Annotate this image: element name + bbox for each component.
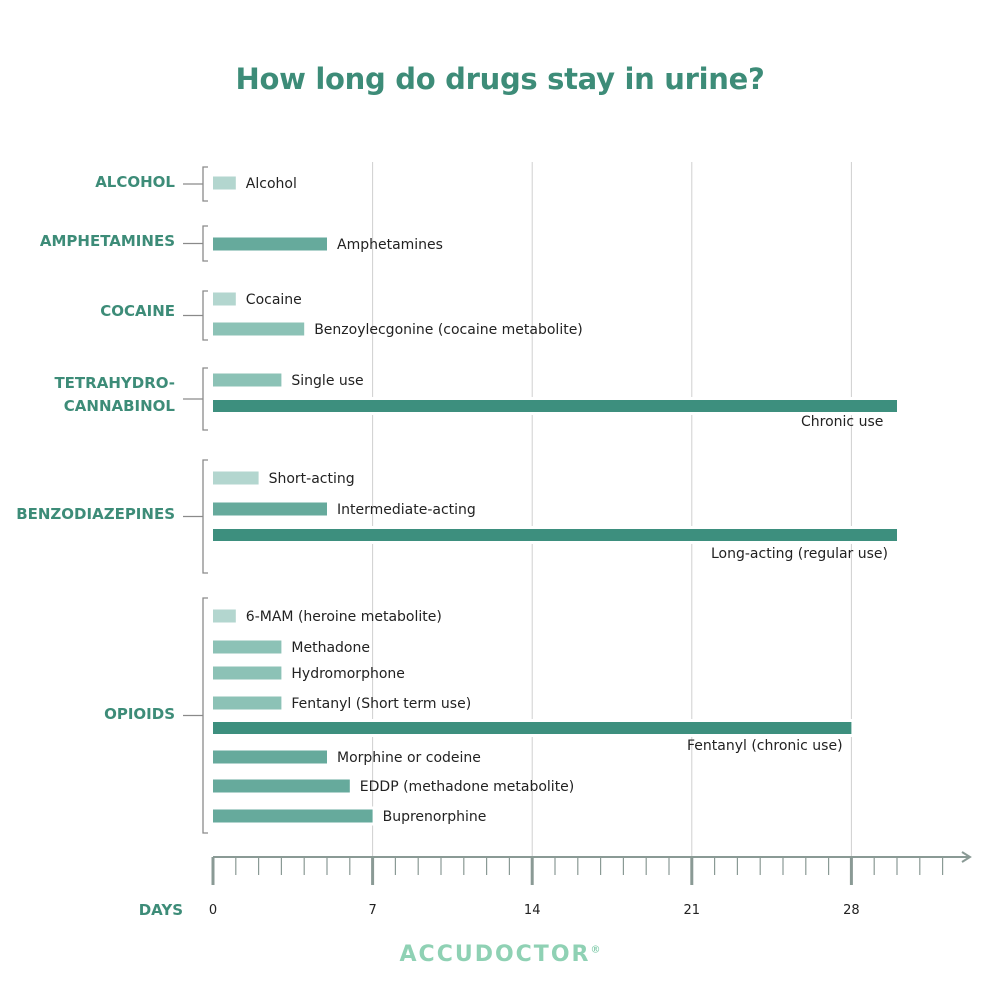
bar — [213, 666, 282, 680]
bar — [213, 750, 327, 764]
x-tick-label: 0 — [209, 903, 217, 918]
bar — [213, 292, 236, 306]
bar-label: Single use — [291, 373, 363, 389]
bar-label: 6-MAM (heroine metabolite) — [246, 609, 442, 625]
x-axis-title: DAYS — [139, 901, 183, 919]
bar — [213, 176, 236, 190]
bar — [213, 237, 327, 251]
bar — [213, 400, 897, 412]
brand-name: ACCUDOCTOR — [399, 942, 591, 967]
bar — [213, 471, 259, 485]
bar-label: Fentanyl (Short term use) — [291, 696, 471, 712]
group-label: ALCOHOL — [95, 173, 175, 191]
bar — [213, 722, 852, 734]
bar-label: Alcohol — [246, 176, 297, 192]
bar — [213, 502, 327, 516]
bar — [213, 373, 282, 387]
bar — [213, 809, 373, 823]
x-axis-arrow-icon — [961, 851, 972, 863]
bar-label: Hydromorphone — [291, 666, 404, 682]
registered-mark: ® — [590, 944, 601, 956]
group-bracket — [202, 166, 208, 202]
bar — [213, 779, 350, 793]
bar-label: Amphetamines — [337, 237, 443, 253]
bar-label: Methadone — [291, 640, 370, 656]
bar-label: Short-acting — [269, 471, 355, 487]
x-tick-label: 21 — [684, 903, 701, 918]
bar-label: EDDP (methadone metabolite) — [360, 779, 574, 795]
group-label: CANNABINOL — [64, 397, 176, 415]
group-bracket — [202, 225, 208, 262]
group-bracket — [202, 367, 208, 431]
group-bracket — [202, 290, 208, 341]
bar-label: Benzoylecgonine (cocaine metabolite) — [314, 322, 583, 338]
brand-logo: ACCUDOCTOR® — [0, 942, 1000, 967]
bar-label: Chronic use — [801, 414, 883, 430]
group-label: TETRAHYDRO- — [54, 374, 175, 392]
group-label: BENZODIAZEPINES — [16, 505, 175, 523]
group-label: OPIOIDS — [104, 705, 175, 723]
chart-title: How long do drugs stay in urine? — [235, 62, 765, 96]
bar-label: Cocaine — [246, 292, 302, 308]
group-bracket — [202, 459, 208, 574]
group-bracket — [202, 597, 208, 834]
bar — [213, 640, 282, 654]
bar — [213, 529, 897, 541]
x-tick-label: 7 — [368, 903, 376, 918]
x-tick-label: 14 — [524, 903, 541, 918]
bar-label: Morphine or codeine — [337, 750, 481, 766]
bar — [213, 696, 282, 710]
x-tick-label: 28 — [843, 903, 860, 918]
bar-label: Intermediate-acting — [337, 502, 476, 518]
group-label: COCAINE — [100, 302, 175, 320]
bar-label: Long-acting (regular use) — [711, 546, 888, 562]
bar-label: Buprenorphine — [383, 809, 487, 825]
group-label: AMPHETAMINES — [40, 232, 175, 250]
bar-label: Fentanyl (chronic use) — [687, 738, 843, 754]
bar — [213, 609, 236, 623]
bar — [213, 322, 305, 336]
